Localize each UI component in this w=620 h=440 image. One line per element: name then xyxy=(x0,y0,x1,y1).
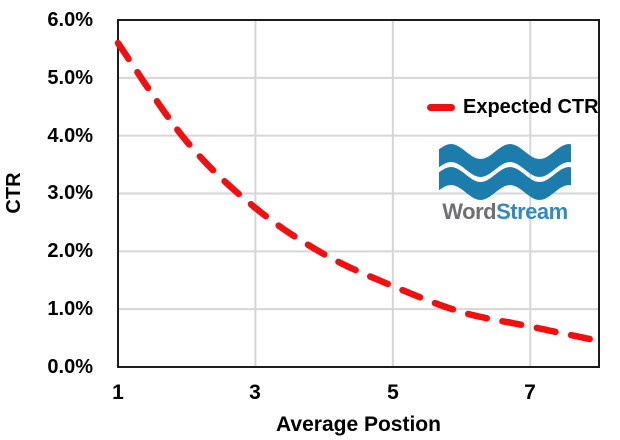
y-tick-label: 2.0% xyxy=(47,240,93,262)
logo-stream-text: Stream xyxy=(496,199,568,224)
y-tick-label: 5.0% xyxy=(47,67,93,89)
y-tick-label: 6.0% xyxy=(47,9,93,31)
x-tick-label: 5 xyxy=(387,381,399,404)
wordstream-logo-text: WordStream xyxy=(437,200,573,224)
logo-word-text: Word xyxy=(442,199,497,224)
y-tick-label: 4.0% xyxy=(47,125,93,147)
legend-label: Expected CTR xyxy=(463,96,599,118)
y-tick-label: 3.0% xyxy=(47,182,93,204)
x-tick-label: 7 xyxy=(524,381,536,404)
legend: Expected CTR xyxy=(427,96,599,118)
wordstream-logo: WordStream xyxy=(437,138,573,224)
wordstream-waves-icon xyxy=(439,144,571,200)
x-tick-label: 3 xyxy=(249,381,261,404)
x-axis-title: Average Postion xyxy=(276,413,441,436)
y-tick-label: 1.0% xyxy=(47,298,93,320)
legend-dash-icon xyxy=(427,103,455,111)
x-tick-label: 1 xyxy=(112,381,124,404)
y-axis-title: CTR xyxy=(3,172,25,214)
y-tick-label: 0.0% xyxy=(47,356,93,378)
